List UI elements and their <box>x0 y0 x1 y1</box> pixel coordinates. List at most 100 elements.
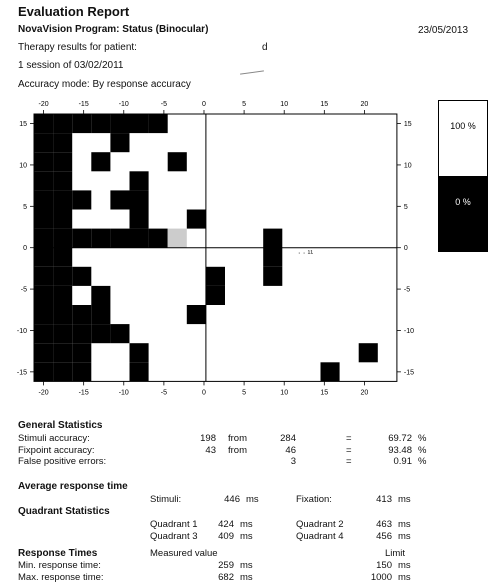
general-stat-eq: = <box>346 456 352 467</box>
patient-mark: d <box>262 42 268 53</box>
y-tick-label-right: 15 <box>404 121 412 128</box>
report-date: 23/05/2013 <box>418 25 469 36</box>
fixation-value: 413 <box>376 494 392 505</box>
x-tick-label-bottom: 0 <box>202 389 206 396</box>
missed-cell <box>186 209 206 229</box>
missed-cell <box>53 324 73 344</box>
missed-cell <box>53 228 73 248</box>
general-stat-from: from <box>228 444 247 456</box>
x-tick-label-bottom: -5 <box>161 389 167 396</box>
general-stat-unit: % <box>418 433 427 444</box>
missed-cell <box>320 362 340 382</box>
x-tick-label-top: -10 <box>119 101 129 108</box>
missed-cell <box>110 324 130 344</box>
x-tick-label-bottom: -10 <box>119 389 129 396</box>
report-title: Evaluation Report <box>18 4 130 19</box>
min-response-value: 259 <box>218 560 234 571</box>
missed-cell <box>263 247 283 267</box>
missed-cell <box>91 324 111 344</box>
missed-cell <box>72 305 92 325</box>
missed-cell <box>53 305 73 325</box>
missed-cell <box>91 228 111 248</box>
fixation-label: Fixation: <box>296 494 332 505</box>
missed-cell <box>129 171 149 191</box>
y-tick-label-left: 15 <box>19 121 27 128</box>
quadrant4-label: Quadrant 4 <box>296 531 344 542</box>
missed-cell <box>34 362 54 382</box>
missed-cell <box>53 266 73 286</box>
quadrant-statistics-title: Quadrant Statistics <box>18 506 110 517</box>
general-stat-val: 0.91 <box>393 456 413 467</box>
missed-cell <box>91 114 111 134</box>
general-stat-label: False positive errors: <box>18 456 107 467</box>
min-response-limit: 150 <box>376 560 392 571</box>
missed-cell <box>129 228 149 248</box>
stimuli-label: Stimuli: <box>150 494 182 505</box>
visual-field-chart: · · ¹¹ -20 -20 -15 -15 -10 -10 -5 -5 0 0 5 5 10 10 15 15… <box>17 101 414 396</box>
quadrant1-unit: ms <box>240 519 253 530</box>
stimuli-unit: ms <box>246 494 259 505</box>
missed-cell <box>129 362 149 382</box>
missed-cell <box>53 171 73 191</box>
general-stat-unit: % <box>418 456 427 467</box>
general-stat-from: from <box>228 433 247 444</box>
missed-cell <box>72 362 92 382</box>
avg-response-title: Average response time <box>18 481 128 492</box>
missed-cell <box>53 114 73 134</box>
missed-cell <box>53 152 73 172</box>
x-tick-label-bottom: -20 <box>38 389 48 396</box>
min-limit-unit: ms <box>398 560 411 571</box>
missed-cell <box>129 343 149 363</box>
quadrant3-value: 409 <box>218 531 234 542</box>
missed-cell <box>53 285 73 305</box>
max-response-value: 682 <box>218 572 234 583</box>
missed-cell <box>53 190 73 210</box>
quadrant1-label: Quadrant 1 <box>150 519 198 530</box>
missed-cell <box>72 228 92 248</box>
missed-cell <box>205 285 225 305</box>
missed-cell <box>34 285 54 305</box>
missed-cell <box>186 305 206 325</box>
min-response-unit: ms <box>240 560 253 571</box>
min-response-label: Min. response time: <box>18 560 101 571</box>
missed-cell <box>72 266 92 286</box>
limit-header: Limit <box>385 548 406 559</box>
missed-cell <box>91 305 111 325</box>
y-tick-label-right: -15 <box>404 369 414 376</box>
missed-cell <box>110 133 130 153</box>
missed-cell <box>34 324 54 344</box>
quadrant2-value: 463 <box>376 519 392 530</box>
missed-cell <box>72 343 92 363</box>
quadrant2-label: Quadrant 2 <box>296 519 344 530</box>
legend-top-label: 100 % <box>450 121 476 131</box>
x-tick-label-bottom: 10 <box>280 389 288 396</box>
missed-cell <box>110 190 130 210</box>
general-stat-a: 43 <box>205 444 216 456</box>
x-tick-label-top: -5 <box>161 101 167 108</box>
program-title: NovaVision Program: Status (Binocular) <box>18 24 209 35</box>
y-tick-label-right: 0 <box>404 245 408 252</box>
general-stat-b: 3 <box>290 456 296 467</box>
missed-cell <box>34 209 54 229</box>
max-limit-unit: ms <box>398 572 411 583</box>
y-tick-label-left: -5 <box>21 287 27 294</box>
quadrant2-unit: ms <box>398 519 411 530</box>
general-stat-val: 93.48 <box>388 444 412 456</box>
y-tick-label-left: -15 <box>17 369 27 376</box>
general-stat-val: 69.72 <box>388 433 412 444</box>
quadrant4-unit: ms <box>398 531 411 542</box>
max-response-limit: 1000 <box>370 572 392 583</box>
missed-cell <box>34 133 54 153</box>
x-tick-label-top: 0 <box>202 101 206 108</box>
general-stat-b: 46 <box>285 444 296 456</box>
missed-cell <box>91 152 111 172</box>
missed-cell <box>53 133 73 153</box>
missed-cell <box>358 343 378 363</box>
missed-cell <box>167 152 187 172</box>
missed-cell <box>34 228 54 248</box>
missed-cell <box>72 324 92 344</box>
y-tick-label-left: 5 <box>23 204 27 211</box>
y-tick-label-left: 0 <box>23 245 27 252</box>
y-tick-label-right: -10 <box>404 328 414 335</box>
y-tick-label-left: 10 <box>19 162 27 169</box>
